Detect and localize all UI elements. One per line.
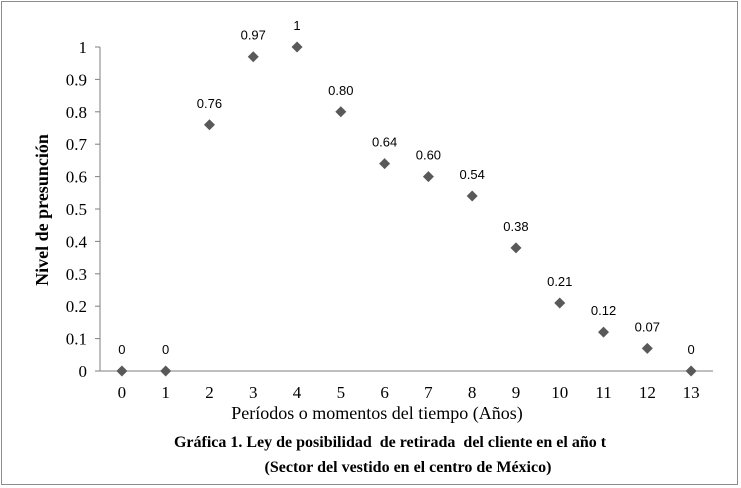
x-tick-label: 11	[595, 383, 611, 402]
data-point	[335, 106, 347, 118]
y-tick-label: 0.5	[66, 200, 87, 219]
x-tick-label: 0	[118, 383, 127, 402]
data-point	[466, 190, 478, 202]
y-tick-label: 0.1	[66, 330, 87, 349]
x-tick-label: 4	[293, 383, 302, 402]
data-point	[510, 242, 522, 254]
y-tick-label: 0.3	[66, 265, 87, 284]
y-tick-label: 0.2	[66, 297, 87, 316]
data-label: 0.64	[372, 135, 397, 150]
x-tick-label: 7	[424, 383, 433, 402]
y-tick-label: 0.8	[66, 103, 87, 122]
data-label: 0.38	[503, 219, 528, 234]
data-label: 0.12	[591, 303, 616, 318]
data-point	[685, 365, 697, 377]
x-tick-labels: 0 1 2 3 4 5 6 7 8 9 10 11 12 13	[118, 383, 700, 402]
data-label: 1	[293, 18, 300, 33]
data-labels: 0 0 0.76 0.97 1 0.80 0.64 0.60 0.54 0.38 0.21 0.12 0…	[118, 18, 694, 357]
data-label: 0.97	[241, 28, 266, 43]
x-axis-label: Períodos o momentos del tiempo (Años)	[231, 403, 522, 424]
chart-caption-line-1: Gráfica 1. Ley de posibilidad de retirad…	[174, 434, 607, 451]
x-tick-label: 5	[337, 383, 346, 402]
y-tick-label: 0.7	[66, 135, 88, 154]
y-tick-label: 0	[79, 362, 88, 381]
data-point	[422, 171, 434, 183]
data-point	[160, 365, 172, 377]
x-tick-label: 3	[249, 383, 258, 402]
data-label: 0.07	[635, 319, 660, 334]
data-label: 0	[687, 342, 694, 357]
data-point	[247, 51, 259, 63]
y-tick-label: 0.4	[66, 232, 88, 251]
y-tick-label: 0.9	[66, 70, 87, 89]
x-tick-label: 9	[512, 383, 521, 402]
x-tick-label: 1	[161, 383, 170, 402]
data-label: 0.80	[328, 83, 353, 98]
y-tick-label: 0.6	[66, 168, 87, 187]
chart-caption-line-2: (Sector del vestido en el centro de Méxi…	[265, 459, 552, 476]
data-label: 0.54	[460, 167, 485, 182]
data-label: 0	[118, 342, 125, 357]
data-label: 0.76	[197, 96, 222, 111]
x-tick-label: 13	[683, 383, 700, 402]
y-tick-label: 1	[79, 38, 88, 57]
data-label: 0.21	[547, 274, 572, 289]
data-point	[641, 342, 653, 354]
data-points	[116, 41, 697, 377]
data-label: 0.60	[416, 148, 441, 163]
y-axis-label: Nivel de presunción	[32, 134, 52, 286]
data-point	[203, 119, 215, 131]
data-point	[291, 41, 303, 53]
axes	[95, 46, 713, 372]
x-tick-label: 6	[380, 383, 389, 402]
data-label: 0	[162, 342, 169, 357]
y-tick-labels: 0 0.1 0.2 0.3 0.4 0.5 0.6 0.7 0.8 0.9 1	[66, 38, 88, 381]
data-point	[379, 158, 391, 170]
data-point	[554, 297, 566, 309]
x-tick-label: 2	[205, 383, 214, 402]
x-tick-label: 8	[468, 383, 477, 402]
data-point	[116, 365, 128, 377]
x-tick-label: 12	[639, 383, 656, 402]
x-tick-label: 10	[551, 383, 568, 402]
data-point	[598, 326, 610, 338]
